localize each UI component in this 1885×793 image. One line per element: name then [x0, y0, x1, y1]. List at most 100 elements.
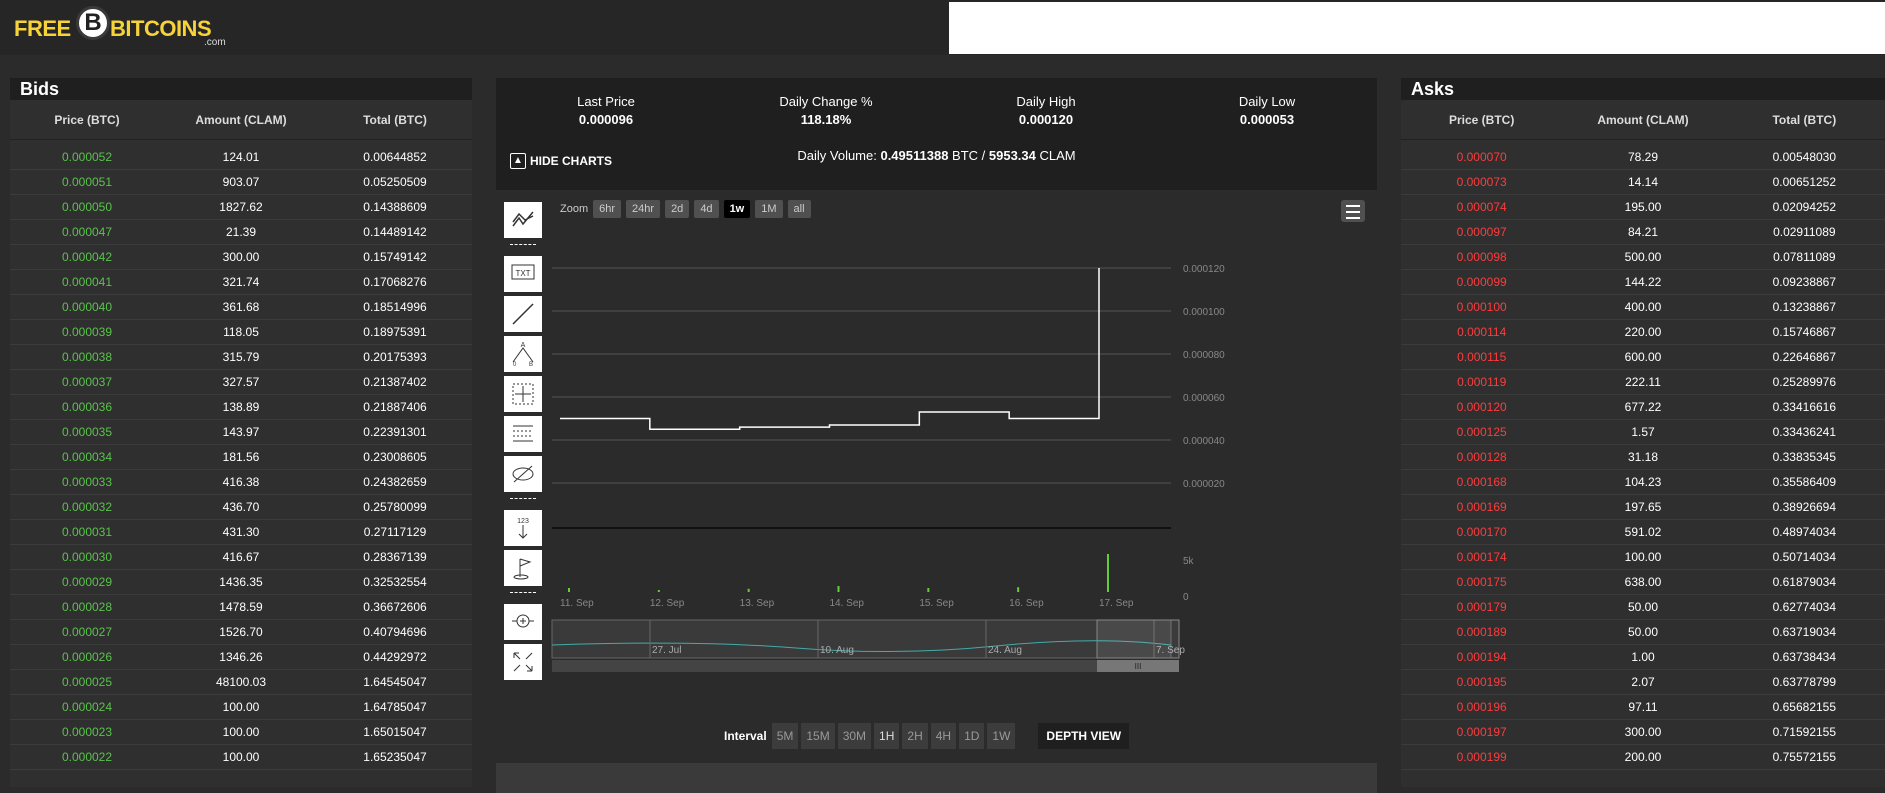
line-tool[interactable] [504, 296, 542, 332]
zoom-all-button[interactable]: all [787, 200, 811, 218]
price-chart: 0.000120 0.000100 0.000080 0.000060 0.000040… [551, 264, 1225, 672]
order-row[interactable]: 0.000023 100.00 1.65015047 [10, 720, 472, 745]
order-row[interactable]: 0.000128 31.18 0.33835345 [1401, 445, 1885, 470]
zoom-24hr-button[interactable]: 24hr [626, 200, 661, 218]
interval-4h-button[interactable]: 4H [930, 723, 957, 749]
order-row[interactable]: 0.000038 315.79 0.20175393 [10, 345, 472, 370]
order-row[interactable]: 0.000041 321.74 0.17068276 [10, 270, 472, 295]
order-row[interactable]: 0.000174 100.00 0.50714034 [1401, 545, 1885, 570]
order-row[interactable]: 0.000052 124.01 0.00644852 [10, 145, 472, 170]
site-logo[interactable]: FREE B BITCOINS .com [14, 4, 226, 50]
order-row[interactable]: 0.000050 1827.62 0.14388609 [10, 195, 472, 220]
toggle-visibility-tool[interactable] [504, 456, 542, 492]
zoom-2d-button[interactable]: 2d [665, 200, 690, 218]
order-amount: 100.00 [1624, 550, 1662, 564]
order-price: 0.000032 [61, 500, 113, 514]
y-tick-label: 0.000080 [1183, 350, 1225, 361]
fibonacci-tool[interactable] [504, 416, 542, 452]
order-row[interactable]: 0.000024 100.00 1.64785047 [10, 695, 472, 720]
order-row[interactable]: 0.000042 300.00 0.15749142 [10, 245, 472, 270]
order-row[interactable]: 0.000100 400.00 0.13238867 [1401, 295, 1885, 320]
text-annotation-tool[interactable]: TXT [504, 256, 542, 292]
zoom-1m-button[interactable]: 1M [755, 200, 783, 218]
order-row[interactable]: 0.000114 220.00 0.15746867 [1401, 320, 1885, 345]
order-row[interactable]: 0.000029 1436.35 0.32532554 [10, 570, 472, 595]
order-row[interactable]: 0.000073 14.14 0.00651252 [1401, 170, 1885, 195]
hide-charts-button[interactable]: ▲ HIDE CHARTS [510, 153, 612, 169]
interval-1d-button[interactable]: 1D [959, 723, 985, 749]
fullscreen-tool[interactable] [504, 644, 542, 680]
order-row[interactable]: 0.000036 138.89 0.21887406 [10, 395, 472, 420]
order-row[interactable]: 0.000199 200.00 0.75572155 [1401, 745, 1885, 770]
order-amount: 100.00 [222, 725, 260, 739]
interval-1h-button[interactable]: 1H [874, 723, 900, 749]
indicator-tool[interactable] [504, 202, 542, 238]
order-row[interactable]: 0.000026 1346.26 0.44292972 [10, 645, 472, 670]
order-row[interactable]: 0.000034 181.56 0.23008605 [10, 445, 472, 470]
zoom-6hr-button[interactable]: 6hr [593, 200, 622, 218]
order-row[interactable]: 0.000170 591.02 0.48974034 [1401, 520, 1885, 545]
order-row[interactable]: 0.000195 2.07 0.63778799 [1401, 670, 1885, 695]
order-row[interactable]: 0.000030 416.67 0.28367139 [10, 545, 472, 570]
order-row[interactable]: 0.000047 21.39 0.14489142 [10, 220, 472, 245]
order-row[interactable]: 0.000168 104.23 0.35586409 [1401, 470, 1885, 495]
x-tick-label: 12. Sep [650, 598, 685, 609]
order-total: 0.14489142 [363, 225, 427, 239]
order-row[interactable]: 0.000051 903.07 0.05250509 [10, 170, 472, 195]
zoom-tool[interactable] [504, 604, 542, 640]
order-total: 0.36672606 [363, 600, 427, 614]
banner-ad[interactable] [949, 2, 1885, 54]
depth-view-button[interactable]: DEPTH VIEW [1038, 723, 1130, 749]
order-row[interactable]: 0.000125 1.57 0.33436241 [1401, 420, 1885, 445]
order-row[interactable]: 0.000028 1478.59 0.36672606 [10, 595, 472, 620]
price-indicator-tool[interactable]: 123 [504, 510, 542, 546]
order-row[interactable]: 0.000119 222.11 0.25289976 [1401, 370, 1885, 395]
order-row[interactable]: 0.000039 118.05 0.18975391 [10, 320, 472, 345]
order-row[interactable]: 0.000179 50.00 0.62774034 [1401, 595, 1885, 620]
interval-5m-button[interactable]: 5M [771, 723, 799, 749]
order-row[interactable]: 0.000097 84.21 0.02911089 [1401, 220, 1885, 245]
order-row[interactable]: 0.000032 436.70 0.25780099 [10, 495, 472, 520]
toolbar-separator [510, 498, 536, 504]
zoom-4d-button[interactable]: 4d [694, 200, 719, 218]
bids-list: 0.000052 124.01 0.00644852 0.000051 903.07 0.… [10, 145, 472, 770]
interval-15m-button[interactable]: 15M [801, 723, 835, 749]
order-price: 0.000114 [1457, 325, 1507, 339]
interval-1w-button[interactable]: 1W [987, 723, 1016, 749]
zoom-1w-button[interactable]: 1w [723, 200, 751, 218]
order-amount: 300.00 [222, 250, 260, 264]
order-row[interactable]: 0.000098 500.00 0.07811089 [1401, 245, 1885, 270]
order-row[interactable]: 0.000169 197.65 0.38926694 [1401, 495, 1885, 520]
order-row[interactable]: 0.000196 97.11 0.65682155 [1401, 695, 1885, 720]
order-row[interactable]: 0.000025 48100.03 1.64545047 [10, 670, 472, 695]
order-row[interactable]: 0.000074 195.00 0.02094252 [1401, 195, 1885, 220]
order-row[interactable]: 0.000040 361.68 0.18514996 [10, 295, 472, 320]
flag-tool[interactable] [504, 550, 542, 586]
order-row[interactable]: 0.000197 300.00 0.71592155 [1401, 720, 1885, 745]
pattern-tool[interactable]: A 0 B [504, 336, 542, 372]
volume-clam-unit: CLAM [1035, 148, 1076, 163]
crosshair-tool[interactable] [504, 376, 542, 412]
order-price: 0.000041 [61, 275, 113, 289]
chart-menu-button[interactable] [1341, 200, 1365, 222]
order-row[interactable]: 0.000175 638.00 0.61879034 [1401, 570, 1885, 595]
order-price: 0.000042 [61, 250, 113, 264]
order-row[interactable]: 0.000031 431.30 0.27117129 [10, 520, 472, 545]
order-row[interactable]: 0.000189 50.00 0.63719034 [1401, 620, 1885, 645]
order-row[interactable]: 0.000033 416.38 0.24382659 [10, 470, 472, 495]
order-row[interactable]: 0.000037 327.57 0.21387402 [10, 370, 472, 395]
order-row[interactable]: 0.000115 600.00 0.22646867 [1401, 345, 1885, 370]
order-row[interactable]: 0.000099 144.22 0.09238867 [1401, 270, 1885, 295]
order-row[interactable]: 0.000027 1526.70 0.40794696 [10, 620, 472, 645]
order-amount: 200.00 [1624, 750, 1662, 764]
interval-2h-button[interactable]: 2H [902, 723, 928, 749]
order-row[interactable]: 0.000120 677.22 0.33416616 [1401, 395, 1885, 420]
order-total: 0.24382659 [363, 475, 427, 489]
order-amount: 138.89 [222, 400, 260, 414]
order-row[interactable]: 0.000035 143.97 0.22391301 [10, 420, 472, 445]
order-amount: 144.22 [1624, 275, 1662, 289]
order-row[interactable]: 0.000194 1.00 0.63738434 [1401, 645, 1885, 670]
order-row[interactable]: 0.000022 100.00 1.65235047 [10, 745, 472, 770]
order-row[interactable]: 0.000070 78.29 0.00548030 [1401, 145, 1885, 170]
interval-30m-button[interactable]: 30M [837, 723, 872, 749]
